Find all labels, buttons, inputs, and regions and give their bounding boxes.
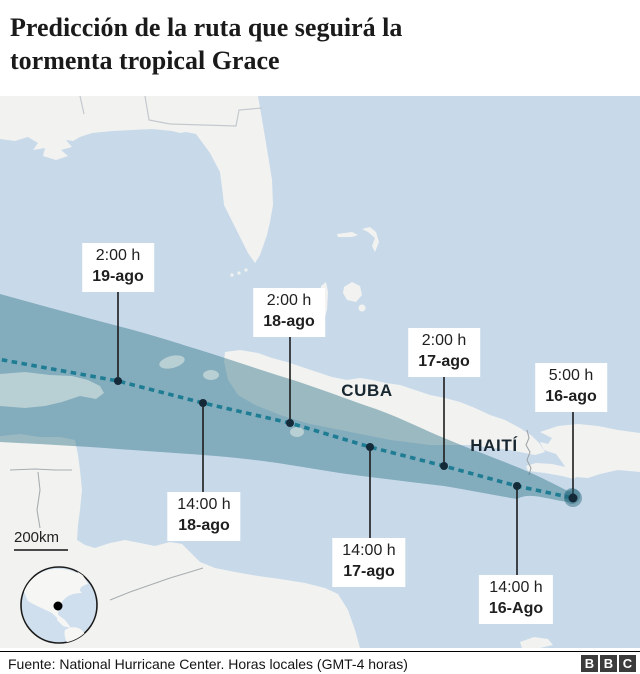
title-line-1: Predicción de la ruta que seguirá la — [10, 13, 403, 42]
label-time: 14:00 h — [177, 496, 231, 513]
map-graphic — [0, 96, 640, 648]
label-time: 14:00 h — [489, 579, 543, 596]
track-time-label: 14:00 h 16-Ago — [478, 575, 554, 624]
label-time: 14:00 h — [342, 542, 396, 559]
bbc-logo-block: C — [619, 655, 636, 672]
label-date: 17-ago — [343, 562, 395, 580]
land-hispaniola — [526, 424, 640, 479]
label-time: 2:00 h — [421, 332, 467, 349]
state-border-1 — [144, 96, 171, 125]
state-border-florida — [169, 107, 263, 127]
label-time: 2:00 h — [95, 247, 141, 264]
label-date: 17-ago — [418, 352, 470, 370]
track-time-label: 2:00 h 19-ago — [82, 243, 154, 292]
track-time-label: 2:00 h 18-ago — [253, 288, 325, 337]
label-date: 16-Ago — [488, 599, 544, 617]
country-label-haití: HAITÍ — [470, 436, 518, 455]
hurricane-track-map: 2:00 h 19-ago 14:00 h 18-ago 2:00 h 18-ago 14:… — [0, 96, 640, 648]
shallow-banks — [0, 355, 304, 437]
track-point-dot — [568, 493, 578, 503]
country-label-cuba: CUBA — [341, 381, 393, 400]
haiti-dr-border — [525, 429, 532, 476]
storm-location-dot — [53, 601, 63, 611]
track-time-label: 14:00 h 18-ago — [167, 492, 241, 541]
label-time: 2:00 h — [266, 292, 312, 309]
title-line-2: tormenta tropical Grace — [10, 45, 280, 75]
source-attribution: Fuente: National Hurricane Center. Horas… — [8, 655, 408, 672]
bbc-logo-block: B — [581, 655, 598, 672]
track-time-label: 5:00 h 16-ago — [535, 363, 607, 412]
track-time-label: 14:00 h 17-ago — [332, 538, 406, 587]
bbc-logo-block: B — [600, 655, 617, 672]
label-date: 18-ago — [178, 516, 230, 534]
globe-locator — [20, 566, 98, 644]
scale-line — [14, 549, 68, 551]
track-markers — [114, 290, 582, 577]
scale-label: 200km — [14, 529, 60, 546]
track-point-dot — [199, 399, 207, 407]
storm-track-line — [0, 357, 574, 500]
label-time: 5:00 h — [548, 367, 594, 384]
scale-bar: 200km — [14, 529, 68, 551]
track-time-label: 2:00 h 17-ago — [408, 328, 480, 377]
track-point-dot — [366, 443, 374, 451]
track-point-dot — [440, 462, 448, 470]
land-cuba — [224, 350, 545, 455]
track-point-dot — [513, 482, 521, 490]
country-borders — [9, 468, 204, 601]
state-border-2 — [79, 96, 85, 115]
small-island — [520, 637, 553, 648]
label-date: 18-ago — [263, 312, 315, 330]
label-date: 16-ago — [545, 387, 597, 405]
land-usa-florida — [0, 96, 273, 263]
florida-keys — [244, 268, 248, 272]
footer: Fuente: National Hurricane Center. Horas… — [0, 651, 640, 674]
track-point-dot — [286, 419, 294, 427]
track-point-dot — [114, 377, 122, 385]
page-title: Predicción de la ruta que seguirá la tor… — [10, 12, 570, 77]
label-date: 19-ago — [92, 267, 144, 285]
